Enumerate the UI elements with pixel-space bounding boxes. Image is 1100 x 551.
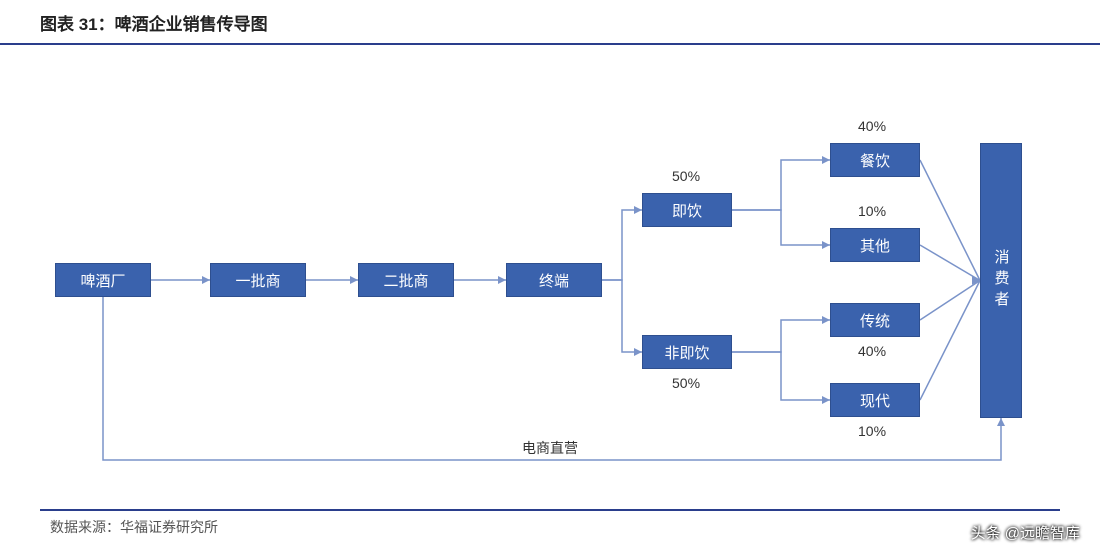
direct-edge-label: 电商直营	[522, 438, 578, 458]
percent-label: 50%	[672, 168, 700, 184]
node-modern: 现代	[830, 383, 920, 417]
node-dist1: 一批商	[210, 263, 306, 297]
source-label: 数据来源：华福证券研究所	[50, 517, 218, 537]
percent-label: 10%	[858, 423, 886, 439]
percent-label: 40%	[858, 118, 886, 134]
footer-line	[40, 509, 1060, 511]
node-offdrink: 非即饮	[642, 335, 732, 369]
node-other: 其他	[830, 228, 920, 262]
watermark: 头条 @远瞻智库	[971, 522, 1080, 543]
title-text: 图表 31：啤酒企业销售传导图	[40, 15, 268, 34]
node-trad: 传统	[830, 303, 920, 337]
node-brewery: 啤酒厂	[55, 263, 151, 297]
node-catering: 餐饮	[830, 143, 920, 177]
node-ondrink: 即饮	[642, 193, 732, 227]
percent-label: 10%	[858, 203, 886, 219]
figure-title: 图表 31：啤酒企业销售传导图	[0, 0, 1100, 45]
flowchart-diagram: 啤酒厂 一批商 二批商 终端 即饮非即饮 餐饮其他传统现代 消费者 50% 50% 40% 10% 4…	[0, 45, 1100, 505]
node-consumer: 消费者	[980, 143, 1022, 418]
node-terminal: 终端	[506, 263, 602, 297]
node-dist2: 二批商	[358, 263, 454, 297]
percent-label: 40%	[858, 343, 886, 359]
percent-label: 50%	[672, 375, 700, 391]
